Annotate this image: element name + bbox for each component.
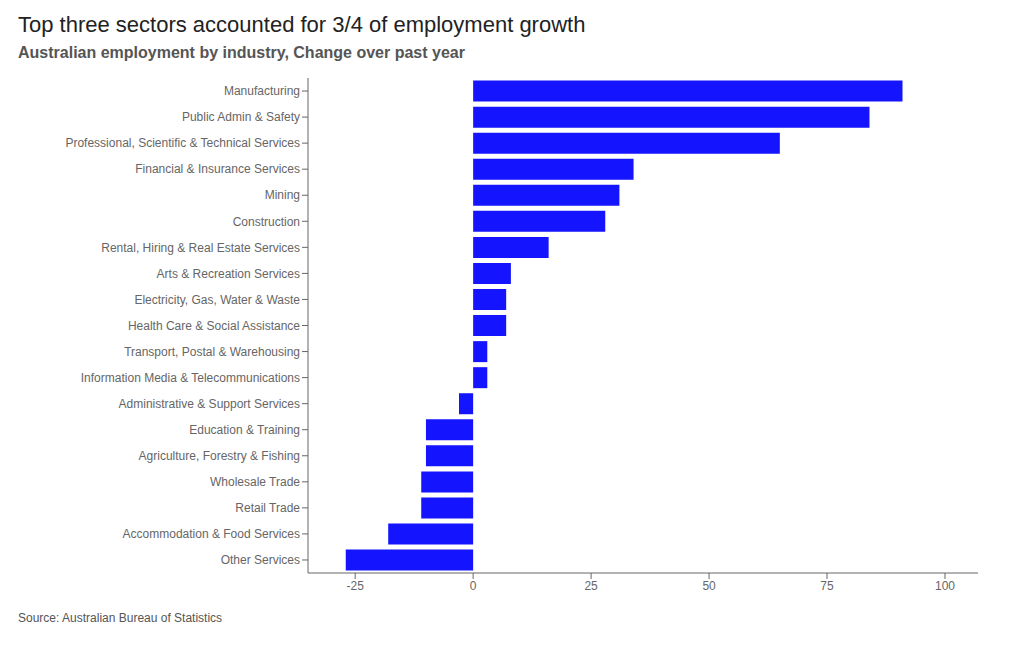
svg-text:Other Services: Other Services [221,553,300,567]
svg-text:Agriculture, Forestry & Fishin: Agriculture, Forestry & Fishing [139,449,300,463]
svg-text:Administrative & Support Servi: Administrative & Support Services [119,397,300,411]
svg-text:-25: -25 [347,579,365,593]
svg-text:25: 25 [584,579,598,593]
svg-text:Construction: Construction [233,215,300,229]
svg-text:Accommodation & Food Services: Accommodation & Food Services [123,527,300,541]
svg-text:Retail Trade: Retail Trade [235,501,300,515]
svg-text:Education & Training: Education & Training [189,423,300,437]
svg-text:Professional, Scientific & Tec: Professional, Scientific & Technical Ser… [65,136,300,150]
svg-text:Manufacturing: Manufacturing [224,84,300,98]
svg-text:Information Media & Telecommun: Information Media & Telecommunications [81,371,300,385]
svg-text:Public Admin & Safety: Public Admin & Safety [182,110,300,124]
svg-text:Rental, Hiring & Real Estate S: Rental, Hiring & Real Estate Services [101,241,300,255]
html-text:Top three sectors accounted fo: Top three sectors accounted for 3/4 of e… [18,12,586,37]
svg-text:Arts & Recreation Services: Arts & Recreation Services [157,267,300,281]
html-text:Source: Australian Bureau of S: Source: Australian Bureau of Statistics [18,611,223,625]
svg-text:Financial & Insurance Services: Financial & Insurance Services [135,162,300,176]
svg-text:75: 75 [820,579,834,593]
svg-text:Health Care & Social Assistanc: Health Care & Social Assistance [128,319,300,333]
svg-text:Transport, Postal & Warehousin: Transport, Postal & Warehousing [124,345,300,359]
svg-text:Mining: Mining [265,188,300,202]
svg-text:0: 0 [470,579,477,593]
svg-text:Electricity, Gas, Water & Wast: Electricity, Gas, Water & Waste [134,293,300,307]
svg-text:Wholesale Trade: Wholesale Trade [210,475,300,489]
svg-text:50: 50 [702,579,716,593]
svg-text:100: 100 [935,579,955,593]
html-text:Australian employment by indus: Australian employment by industry, Chang… [18,44,465,61]
